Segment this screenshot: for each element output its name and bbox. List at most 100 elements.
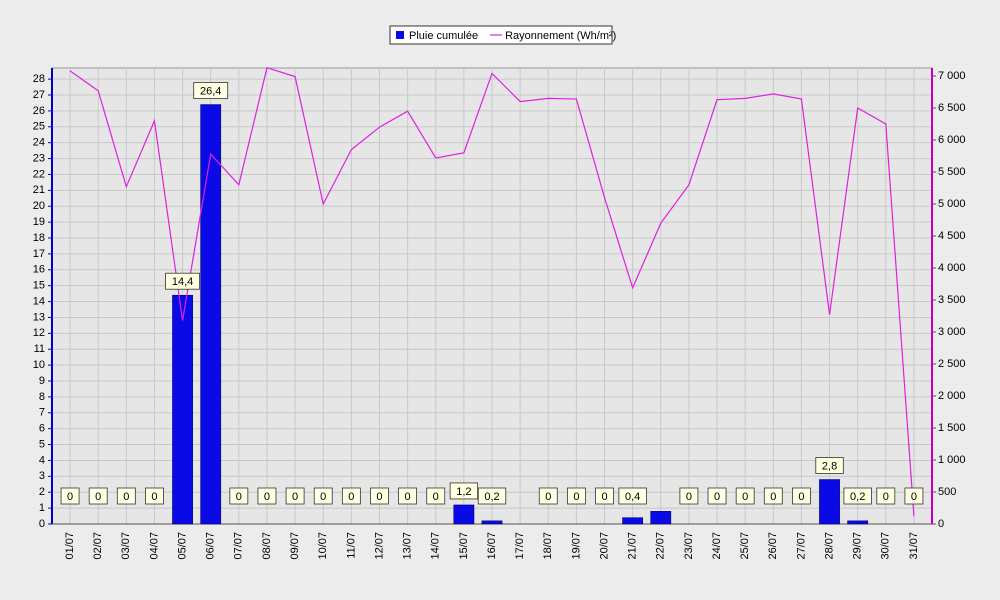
y2-tick-label: 6 500 [938, 102, 966, 114]
value-label: 1,2 [449, 482, 479, 500]
y-tick-label: 7 [39, 407, 45, 419]
x-tick-label: 14/07 [430, 532, 442, 560]
bar [453, 504, 475, 525]
value-label-text: 0,2 [484, 491, 499, 503]
x-tick-label: 19/07 [570, 532, 582, 560]
value-label-box [285, 487, 305, 505]
y-tick-label: 22 [33, 168, 45, 180]
bar [650, 511, 672, 525]
value-label-box [229, 487, 249, 505]
y2-tick-label: 5 000 [938, 198, 966, 210]
value-label-box [763, 487, 783, 505]
value-label-text: 2,8 [822, 460, 837, 472]
value-label-box [707, 487, 727, 505]
x-tick-label: 18/07 [542, 532, 554, 560]
x-tick-label: 04/07 [148, 532, 160, 560]
x-tick-label: 23/07 [683, 532, 695, 560]
y-tick-label: 26 [33, 105, 45, 117]
line [69, 66, 915, 517]
y-tick-label: 14 [33, 295, 45, 307]
value-label-text: 0 [770, 491, 776, 503]
value-label-text: 0 [686, 491, 692, 503]
y-tick-label: 19 [33, 216, 45, 228]
value-label-box [566, 487, 586, 505]
value-label-text: 0 [151, 491, 157, 503]
y-tick-label: 3 [39, 470, 45, 482]
x-tick-label: 29/07 [852, 532, 864, 560]
bar [819, 479, 840, 525]
bar [172, 294, 193, 525]
x-tick-label: 21/07 [627, 532, 639, 560]
y2-tick-label: 1 000 [938, 454, 966, 466]
value-label-text: 0,4 [625, 491, 640, 503]
x-tick-label: 25/07 [739, 532, 751, 560]
value-label: 0 [341, 487, 361, 505]
y-tick-label: 10 [33, 359, 45, 371]
y-tick-label: 11 [34, 343, 45, 355]
value-label-text: 0 [601, 491, 607, 503]
x-tick-label: 17/07 [514, 532, 526, 560]
value-label: 0 [679, 487, 699, 505]
value-label-text: 0 [123, 491, 129, 503]
legend-swatch [396, 31, 404, 39]
value-label-text: 0 [292, 491, 298, 503]
value-label-box [116, 487, 136, 505]
value-label: 0 [876, 487, 896, 505]
value-label-box [792, 487, 811, 505]
y2-tick-label: 0 [938, 518, 944, 530]
value-label: 14,4 [165, 272, 200, 290]
x-tick-label: 05/07 [176, 532, 188, 560]
x-tick-label: 26/07 [767, 532, 779, 560]
y-tick-label: 2 [39, 486, 45, 498]
value-label: 0 [145, 487, 164, 505]
y-tick-label: 28 [33, 73, 45, 85]
y-tick-label: 17 [33, 248, 45, 260]
value-label: 0,2 [477, 487, 507, 505]
y-tick-label: 24 [33, 137, 45, 149]
value-label-box [60, 487, 80, 505]
value-label: 0 [426, 487, 446, 505]
value-label: 0 [904, 487, 924, 505]
value-label-box [876, 487, 896, 505]
value-label: 0 [88, 487, 108, 505]
y2-tick-label: 2 000 [938, 390, 966, 402]
value-label: 26,4 [193, 82, 229, 99]
value-label-text: 14,4 [172, 276, 193, 288]
y-tick-label: 9 [39, 375, 45, 387]
x-tick-label: 31/07 [908, 532, 920, 560]
value-label: 2,8 [815, 457, 844, 474]
value-label-text: 0 [376, 491, 382, 503]
value-label-box [449, 482, 479, 500]
y-tick-label: 18 [33, 232, 45, 244]
value-label: 0 [60, 487, 80, 505]
y-tick-label: 6 [39, 423, 45, 435]
value-label-box [538, 487, 558, 505]
x-tick-label: 12/07 [373, 532, 385, 560]
value-label: 0 [370, 487, 389, 505]
bar [481, 520, 503, 525]
value-label: 0 [707, 487, 727, 505]
value-label-box [595, 487, 614, 505]
y-tick-label: 13 [33, 311, 45, 323]
x-tick-label: 28/07 [823, 532, 835, 560]
value-label: 0 [229, 487, 249, 505]
y2-tick-label: 1 500 [938, 422, 966, 434]
value-label-box [426, 487, 446, 505]
bar [200, 104, 222, 525]
x-tick-label: 07/07 [233, 532, 245, 560]
value-label: 0 [763, 487, 783, 505]
x-tick-label: 13/07 [402, 532, 414, 560]
value-label-box [735, 487, 755, 505]
value-label-text: 0 [911, 491, 917, 503]
value-label: 0,4 [618, 487, 647, 505]
y-tick-label: 1 [39, 502, 45, 514]
value-label-box [193, 82, 229, 99]
value-label-box [88, 487, 108, 505]
value-label: 0 [116, 487, 136, 505]
x-tick-label: 09/07 [289, 532, 301, 560]
y2-tick-label: 3 000 [938, 326, 966, 338]
y2-tick-label: 2 500 [938, 358, 966, 370]
value-label-text: 0 [95, 491, 101, 503]
value-label-text: 0 [545, 491, 551, 503]
